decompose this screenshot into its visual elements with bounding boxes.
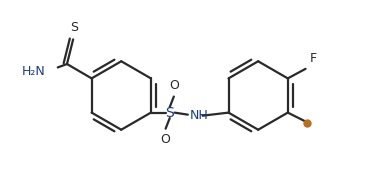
Text: O: O [169,79,179,92]
Text: H₂N: H₂N [22,65,46,78]
Text: F: F [309,52,317,65]
Text: S: S [71,21,79,34]
Text: S: S [165,106,174,120]
Text: O: O [161,133,171,146]
Text: NH: NH [190,109,208,122]
